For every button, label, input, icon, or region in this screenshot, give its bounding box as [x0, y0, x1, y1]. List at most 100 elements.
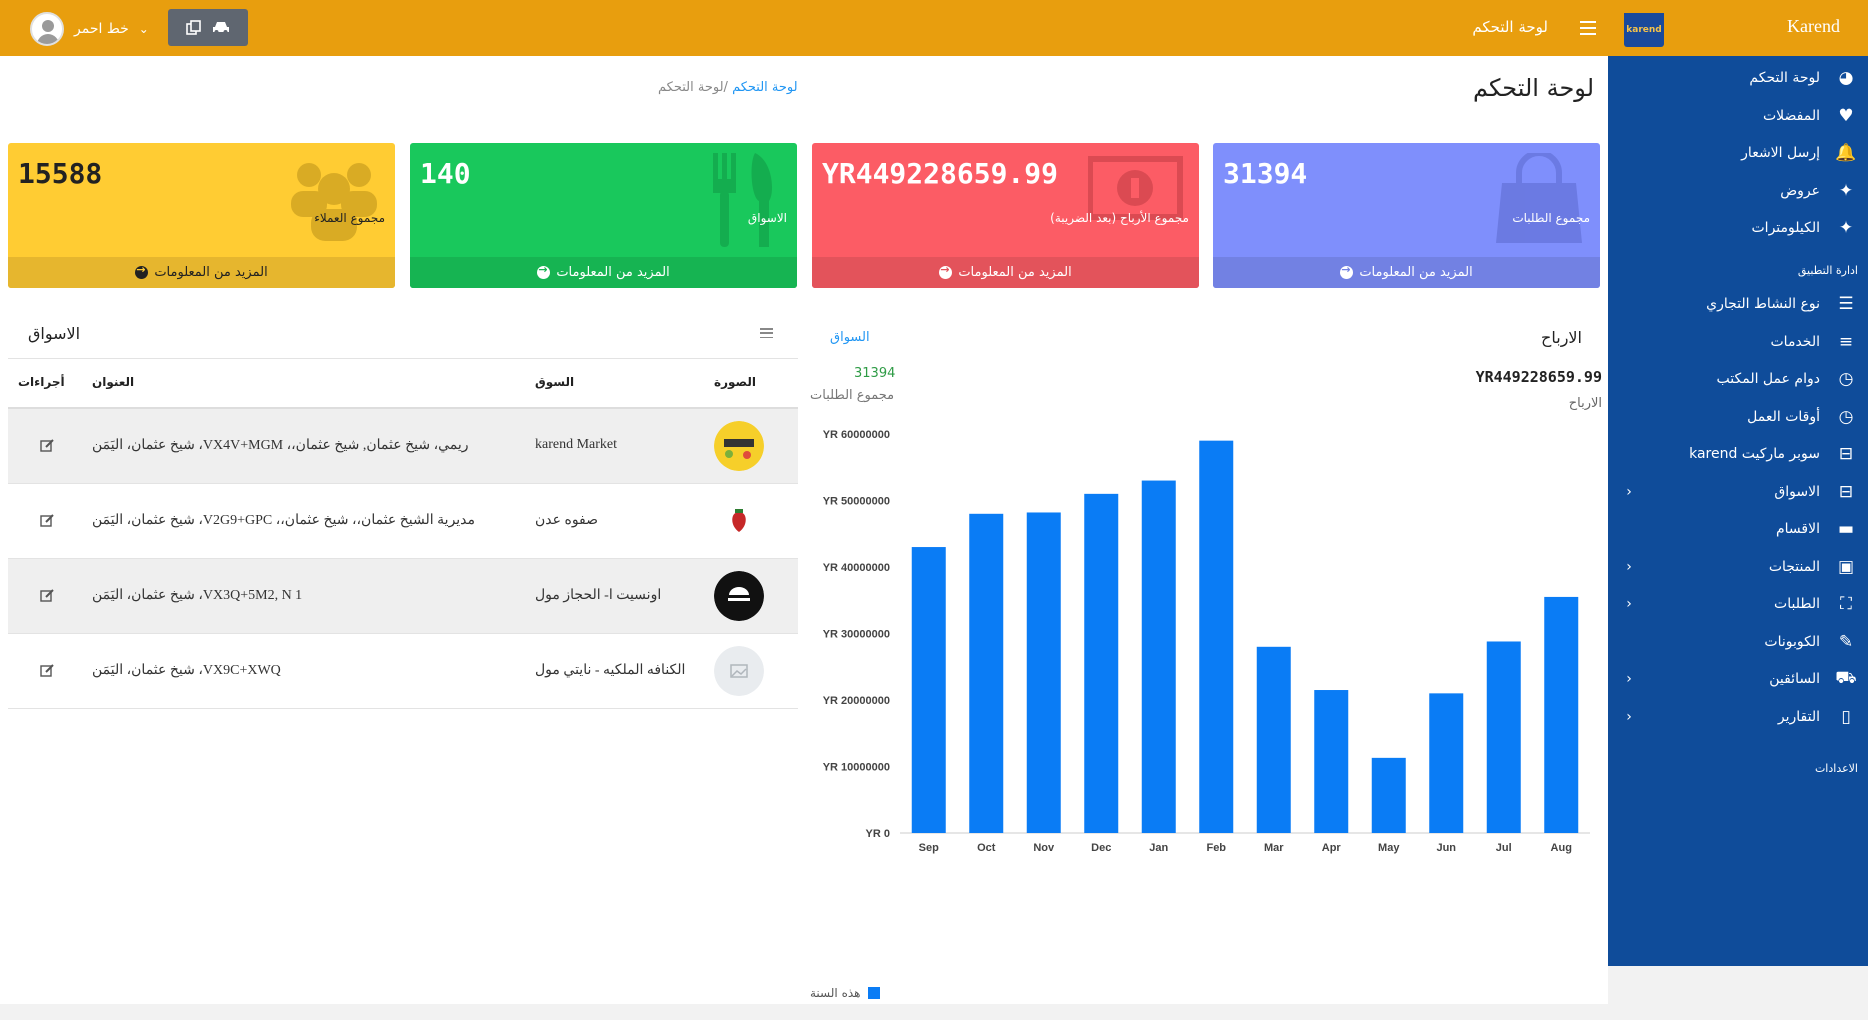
table-row[interactable]: مديرية الشيخ عثمان،، شيخ عثمان،، V2G9+GP… — [8, 484, 798, 559]
sidebar-item[interactable]: ⊟ سوبر ماركيت karend — [1608, 432, 1868, 476]
orders-count: 31394 — [1223, 157, 1308, 190]
sidebar-item[interactable]: ≡ الخدمات — [1608, 320, 1868, 364]
more-info-label[interactable]: المزيد من المعلومات — [1359, 265, 1473, 280]
copy-icon[interactable] — [186, 19, 202, 36]
orders-more-link[interactable]: المزيد من المعلومات — [1213, 257, 1600, 288]
customers-more-link[interactable]: المزيد من المعلومات — [8, 257, 395, 288]
edit-icon[interactable] — [40, 438, 55, 458]
chevron-left-icon[interactable]: ‹ — [1626, 483, 1632, 500]
market-name[interactable]: الكنافه الملكيه - نايتي مول — [535, 663, 686, 678]
column-header-address[interactable]: العنوان — [92, 375, 135, 389]
markets-table: أجراءات العنوان السوق الصورة ريمي، شيخ ع… — [8, 358, 798, 709]
sidebar-item[interactable]: ◷ أوقات العمل — [1608, 395, 1868, 439]
avatar[interactable] — [30, 12, 64, 46]
car-icon[interactable] — [212, 21, 230, 35]
chart-legend[interactable]: هذه السنة — [810, 986, 881, 1000]
bars-icon: ≡ — [1838, 331, 1854, 352]
markets-more-link[interactable]: المزيد من المعلومات — [410, 257, 797, 288]
chart-bar[interactable] — [1486, 641, 1521, 833]
sidebar-item[interactable]: ▬ الاقسام — [1608, 507, 1868, 551]
top-bar: خط احمر ⌄ لوحة التحكم karend Karend — [0, 0, 1868, 56]
user-menu[interactable]: خط احمر ⌄ — [30, 12, 149, 46]
more-info-label[interactable]: المزيد من المعلومات — [958, 265, 1072, 280]
sidebar-item[interactable]: ✎ الكوبونات — [1608, 620, 1868, 664]
arrow-circle-right-icon[interactable] — [537, 263, 551, 279]
table-row[interactable]: ريمي، شيخ عثمان, شيخ عثمان،، VX4V+MGM، ش… — [8, 409, 798, 484]
menu-toggle-icon[interactable] — [1580, 21, 1596, 35]
chart-bar[interactable] — [1256, 646, 1291, 833]
sidebar-item[interactable]: ⛶ الطلبات ‹ — [1608, 582, 1868, 626]
chart-bar[interactable] — [911, 547, 946, 833]
money-icon — [1088, 156, 1183, 220]
chevron-left-icon[interactable]: ‹ — [1626, 558, 1632, 575]
sidebar-item[interactable]: ⊟ الاسواق ‹ — [1608, 470, 1868, 514]
sidebar-item[interactable]: 🔔 إرسل الاشعار — [1608, 131, 1868, 175]
table-row[interactable]: VX3Q+5M2, N 1، شيخ عثمان، اليَمَن اونسيت … — [8, 559, 798, 634]
panel-menu-icon[interactable] — [760, 328, 773, 338]
earnings-more-link[interactable]: المزيد من المعلومات — [812, 257, 1199, 288]
edit-icon[interactable] — [40, 663, 55, 683]
sidebar-item[interactable]: ▯ التقارير ‹ — [1608, 695, 1868, 739]
sidebar-item[interactable]: ⛟ السائقين ‹ — [1608, 657, 1868, 701]
sidebar: ◕ لوحة التحكم ♥ المفضلات 🔔 إرسل الاشعار ✦ عروض ✦… — [1608, 56, 1868, 966]
brand-logo[interactable]: karend — [1624, 9, 1664, 47]
drivers-link[interactable]: السواق — [830, 330, 870, 345]
chart-bar[interactable] — [1314, 690, 1349, 833]
chevron-down-icon[interactable]: ⌄ — [138, 22, 149, 36]
sidebar-item[interactable]: ☰ نوع النشاط التجاري — [1608, 282, 1868, 326]
market-image — [714, 646, 764, 696]
sidebar-item-label: إرسل الاشعار — [1741, 145, 1820, 161]
more-info-label[interactable]: المزيد من المعلومات — [556, 265, 670, 280]
vehicle-toolbox[interactable] — [168, 9, 248, 46]
clock-icon: ◷ — [1838, 406, 1854, 427]
chart-bar[interactable] — [969, 513, 1004, 833]
column-header-actions[interactable]: أجراءات — [18, 375, 65, 389]
x-tick-label: Sep — [919, 842, 939, 854]
chart-bar[interactable] — [1084, 493, 1119, 833]
more-info-label[interactable]: المزيد من المعلومات — [154, 265, 268, 280]
edit-icon[interactable] — [40, 588, 55, 608]
chevron-left-icon[interactable]: ‹ — [1626, 708, 1632, 725]
earnings-bar-chart: YR 0 YR 10000000 YR 20000000 YR 30000000 YR … — [823, 429, 1590, 854]
chevron-left-icon[interactable]: ‹ — [1626, 596, 1632, 612]
market-address: مديرية الشيخ عثمان،، شيخ عثمان،، V2G9+GP… — [92, 513, 476, 528]
sidebar-item[interactable]: ♥ المفضلات — [1608, 94, 1868, 138]
heart-icon: ♥ — [1838, 105, 1854, 126]
chart-bar[interactable] — [1429, 693, 1464, 833]
chevron-left-icon[interactable]: ‹ — [1626, 671, 1632, 687]
sidebar-item[interactable]: ✦ الكيلومترات — [1608, 206, 1868, 250]
user-name[interactable]: خط احمر — [74, 21, 129, 37]
brand-name[interactable]: Karend — [1787, 16, 1840, 36]
sidebar-item-label: لوحة التحكم — [1749, 70, 1820, 86]
table-header: أجراءات العنوان السوق الصورة — [8, 359, 798, 409]
car-icon: ⛟ — [1835, 668, 1857, 688]
chart-bar[interactable] — [1544, 596, 1579, 833]
markets-label: الاسواق — [747, 211, 787, 225]
market-name[interactable]: karend Market — [535, 437, 618, 452]
chart-bar[interactable] — [1199, 440, 1234, 833]
sidebar-item[interactable]: ◷ دوام عمل المكتب — [1608, 357, 1868, 401]
shopping-bag-icon: ⛶ — [1840, 594, 1852, 614]
arrow-circle-right-icon[interactable] — [1340, 263, 1354, 279]
earnings-total: YR449228659.99 — [1475, 368, 1602, 386]
edit-icon[interactable] — [40, 513, 55, 533]
column-header-market[interactable]: السوق — [535, 375, 575, 389]
sidebar-item[interactable]: ✦ عروض — [1608, 169, 1868, 213]
sidebar-section-settings: الاعدادات — [1814, 762, 1858, 775]
chart-bar[interactable] — [1371, 757, 1406, 833]
market-name[interactable]: اونسيت ا- الحجاز مول — [535, 588, 662, 603]
market-address: VX3Q+5M2, N 1، شيخ عثمان، اليَمَن — [92, 588, 303, 603]
market-name[interactable]: صفوه عدن — [535, 513, 599, 528]
arrow-circle-right-icon[interactable] — [939, 263, 953, 279]
dashboard-icon: ◕ — [1838, 68, 1854, 88]
table-row[interactable]: VX9C+XWQ، شيخ عثمان، اليَمَن الكنافه المل… — [8, 634, 798, 709]
earnings-total-label: الارباح — [1568, 396, 1602, 411]
x-tick-label: Oct — [977, 842, 996, 854]
chart-bar[interactable] — [1141, 480, 1176, 833]
arrow-circle-right-icon[interactable] — [135, 263, 149, 279]
sidebar-item[interactable]: ◕ لوحة التحكم — [1608, 56, 1868, 100]
breadcrumb-link-dashboard[interactable]: لوحة التحكم — [732, 80, 798, 95]
column-header-image[interactable]: الصورة — [714, 375, 756, 389]
chart-bar[interactable] — [1026, 512, 1061, 833]
sidebar-item[interactable]: ▣ المنتجات ‹ — [1608, 545, 1868, 589]
